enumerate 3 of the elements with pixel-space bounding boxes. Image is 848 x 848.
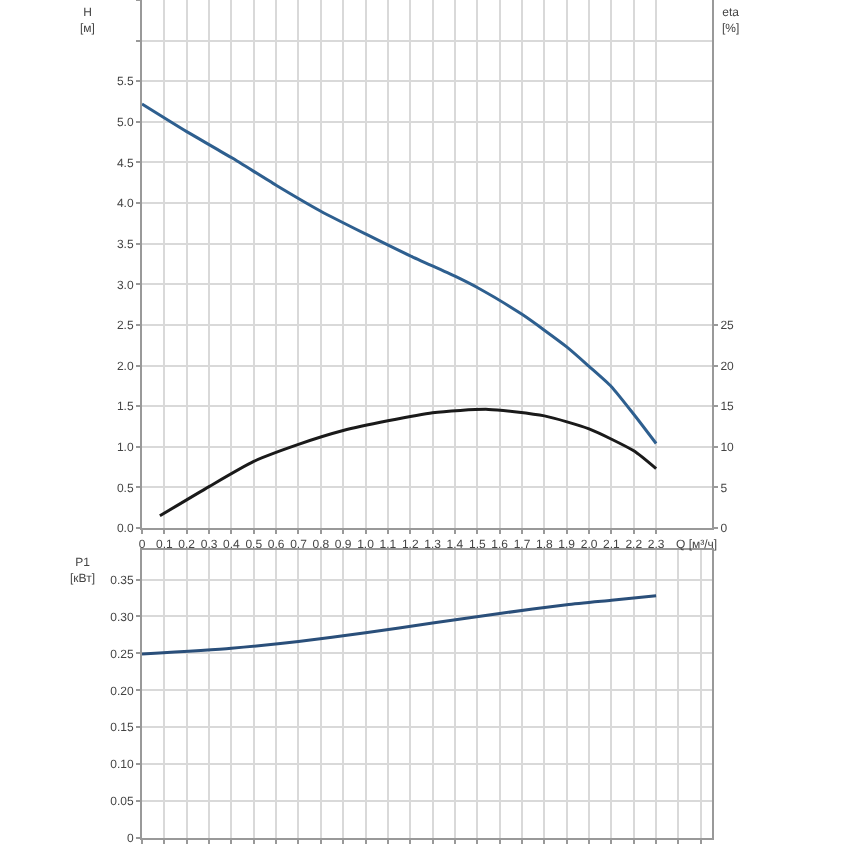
line-series: [142, 594, 658, 656]
line-series: [142, 102, 658, 446]
line-series: [158, 407, 658, 518]
